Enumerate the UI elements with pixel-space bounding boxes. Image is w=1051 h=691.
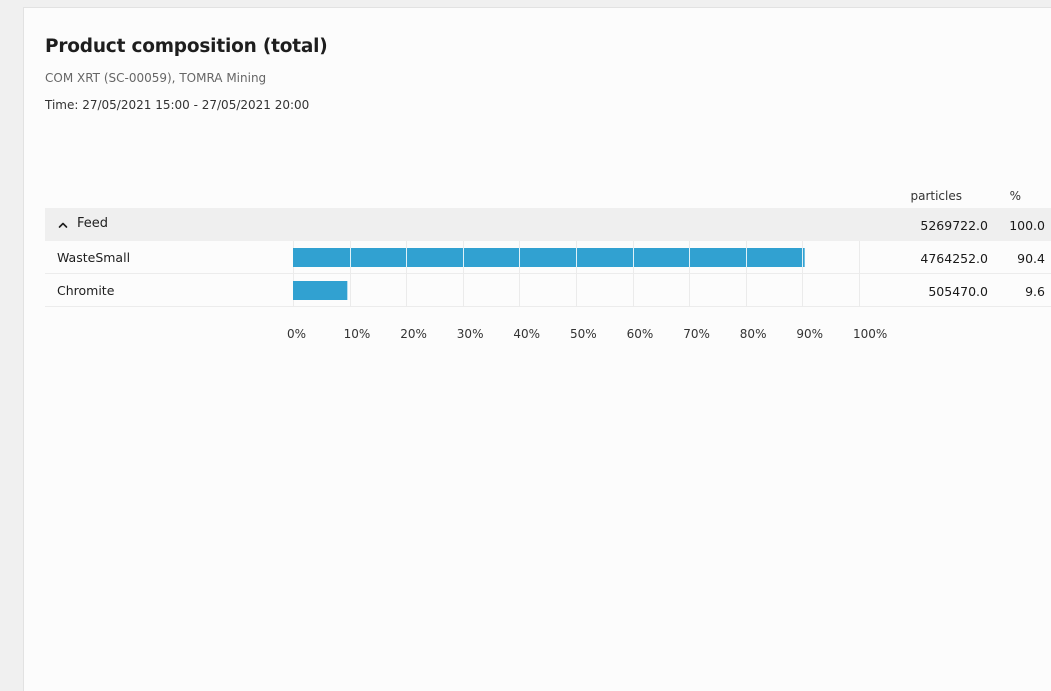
bar-chromite[interactable]: [293, 281, 348, 300]
report-time-range: Time: 27/05/2021 15:00 - 27/05/2021 20:0…: [45, 98, 310, 112]
x-tick-label: 0%: [287, 327, 307, 341]
x-tick-label: 80%: [739, 327, 767, 341]
x-tick-label: 70%: [683, 327, 710, 341]
report-title: Product composition (total): [45, 36, 328, 57]
row-particles-value: 4764252.0: [920, 251, 988, 266]
row-label: Chromite: [57, 283, 115, 298]
bar-wastesmall[interactable]: [293, 248, 805, 267]
column-header-particles: particles: [910, 189, 962, 203]
row-label: WasteSmall: [57, 250, 131, 265]
group-row-feed[interactable]: Feed 5269722.0 100.0: [45, 208, 1051, 241]
x-tick-label: 90%: [796, 327, 824, 341]
group-label: Feed: [77, 216, 109, 231]
group-particles-value: 5269722.0: [920, 218, 988, 233]
report-panel: Product composition (total) COM XRT (SC-…: [23, 7, 1051, 691]
x-tick-label: 30%: [456, 327, 484, 341]
row-particles-value: 505470.0: [928, 284, 988, 299]
group-percent-value: 100.0: [1009, 218, 1045, 233]
row-percent-value: 9.6: [1025, 284, 1045, 299]
x-tick-label: 10%: [343, 327, 371, 341]
composition-bar-chart: [293, 241, 860, 307]
x-tick-label: 20%: [400, 327, 427, 341]
x-tick-label: 40%: [513, 327, 541, 341]
column-header-percent: %: [1009, 189, 1021, 203]
table-row: Chromite 505470.0 9.6: [45, 274, 1051, 307]
x-tick-label: 60%: [626, 327, 654, 341]
report-subtitle: COM XRT (SC-00059), TOMRA Mining: [45, 71, 267, 85]
x-tick-label: 100%: [853, 327, 888, 341]
x-tick-label: 50%: [570, 327, 597, 341]
row-percent-value: 90.4: [1017, 251, 1045, 266]
table-row: WasteSmall 4764252.0 90.4: [45, 241, 1051, 274]
chevron-up-icon[interactable]: [58, 220, 68, 230]
